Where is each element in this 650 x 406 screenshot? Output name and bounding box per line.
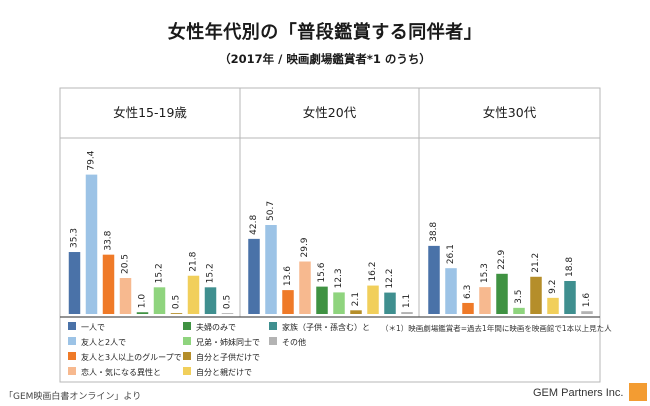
legend-item: 友人と3人以上のグループで bbox=[81, 352, 182, 362]
bar bbox=[479, 287, 491, 314]
bar bbox=[136, 312, 149, 314]
data-label: 50.7 bbox=[266, 201, 276, 221]
data-label: 21.8 bbox=[189, 251, 199, 271]
data-label: 15.2 bbox=[206, 263, 216, 283]
data-label: 9.2 bbox=[548, 280, 558, 294]
data-label: 12.2 bbox=[385, 269, 395, 289]
data-label: 0.5 bbox=[223, 295, 233, 309]
data-label: 0.5 bbox=[172, 295, 182, 309]
legend-item: 一人で bbox=[81, 323, 105, 332]
data-label: 3.5 bbox=[514, 290, 524, 304]
bar bbox=[299, 261, 311, 314]
data-label: 1.1 bbox=[402, 294, 412, 308]
legend-swatch bbox=[183, 337, 191, 345]
legend-swatch bbox=[68, 352, 76, 360]
data-label: 16.2 bbox=[368, 262, 378, 282]
bar bbox=[462, 302, 474, 314]
legend-swatch bbox=[68, 322, 76, 330]
bar bbox=[204, 287, 217, 314]
source-note: 「GEM映画白書オンライン」より bbox=[4, 392, 142, 402]
legend-item: 夫婦のみで bbox=[196, 322, 236, 332]
bar bbox=[68, 252, 81, 314]
bar bbox=[496, 273, 508, 314]
legend-item: 友人と2人で bbox=[81, 337, 126, 347]
bar bbox=[547, 297, 559, 314]
brand-logo bbox=[629, 383, 647, 401]
data-label: 42.8 bbox=[249, 215, 259, 235]
legend-swatch bbox=[68, 337, 76, 345]
chart-title: 女性年代別の「普段鑑賞する同伴者」 bbox=[167, 22, 483, 43]
chart-subtitle: （2017年 / 映画劇場鑑賞者*1 のうち） bbox=[219, 52, 431, 66]
bar bbox=[265, 224, 277, 314]
data-label: 1.0 bbox=[138, 294, 148, 309]
data-label: 15.2 bbox=[155, 263, 165, 283]
group-label: 女性20代 bbox=[303, 105, 357, 120]
legend-item: 自分と親だけで bbox=[196, 367, 252, 377]
legend-swatch bbox=[269, 337, 277, 345]
data-label: 6.3 bbox=[463, 285, 473, 299]
bar bbox=[316, 286, 328, 314]
data-label: 1.6 bbox=[582, 293, 592, 308]
bar bbox=[221, 313, 234, 314]
chart-frame bbox=[59, 87, 601, 383]
bar bbox=[401, 312, 413, 314]
data-label: 20.5 bbox=[121, 254, 131, 274]
brand-name: GEM Partners Inc. bbox=[533, 387, 624, 399]
bar bbox=[350, 310, 362, 314]
legend-item: 家族（子供・孫含む）と bbox=[282, 322, 370, 332]
data-label: 13.6 bbox=[283, 266, 293, 286]
data-label: 15.3 bbox=[480, 263, 490, 283]
bar bbox=[119, 278, 132, 314]
data-label: 29.9 bbox=[300, 237, 310, 257]
bar bbox=[170, 313, 183, 314]
bar bbox=[530, 276, 542, 314]
bar bbox=[85, 174, 98, 314]
bar bbox=[367, 285, 379, 314]
data-label: 26.1 bbox=[446, 244, 456, 264]
legend-swatch bbox=[183, 352, 191, 360]
data-label: 18.8 bbox=[565, 257, 575, 277]
bar bbox=[187, 275, 200, 314]
legend-swatch bbox=[183, 322, 191, 330]
data-label: 38.8 bbox=[429, 222, 439, 242]
legend-swatch bbox=[68, 367, 76, 375]
bar bbox=[513, 307, 525, 314]
legend-swatch bbox=[269, 322, 277, 330]
legend-swatch bbox=[183, 367, 191, 375]
data-label: 12.3 bbox=[334, 268, 344, 288]
data-label: 15.6 bbox=[317, 262, 327, 282]
footnote: （＊1）映画劇場鑑賞者=過去1年間に映画を映画館で1本以上見た人 bbox=[381, 324, 612, 333]
legend-item: 恋人・気になる異性と bbox=[81, 367, 161, 377]
bar bbox=[153, 287, 166, 314]
group-label: 女性15-19歳 bbox=[113, 105, 187, 120]
legend-item: 兄弟・姉妹同士で bbox=[196, 337, 260, 347]
group-label: 女性30代 bbox=[483, 105, 537, 120]
bar bbox=[282, 290, 294, 314]
data-label: 22.9 bbox=[497, 249, 507, 269]
bar bbox=[384, 292, 396, 314]
data-label: 35.3 bbox=[70, 228, 80, 248]
bar bbox=[445, 268, 457, 314]
data-label: 79.4 bbox=[87, 150, 97, 170]
bar bbox=[333, 292, 345, 314]
bar bbox=[248, 238, 260, 314]
bar bbox=[102, 254, 115, 314]
legend-item: その他 bbox=[282, 337, 306, 347]
legend-item: 自分と子供だけで bbox=[196, 352, 260, 362]
bar bbox=[564, 280, 576, 314]
data-label: 2.1 bbox=[351, 292, 361, 306]
data-label: 33.8 bbox=[104, 230, 114, 250]
bar bbox=[581, 311, 593, 314]
bar bbox=[428, 245, 440, 314]
data-label: 21.2 bbox=[531, 253, 541, 273]
